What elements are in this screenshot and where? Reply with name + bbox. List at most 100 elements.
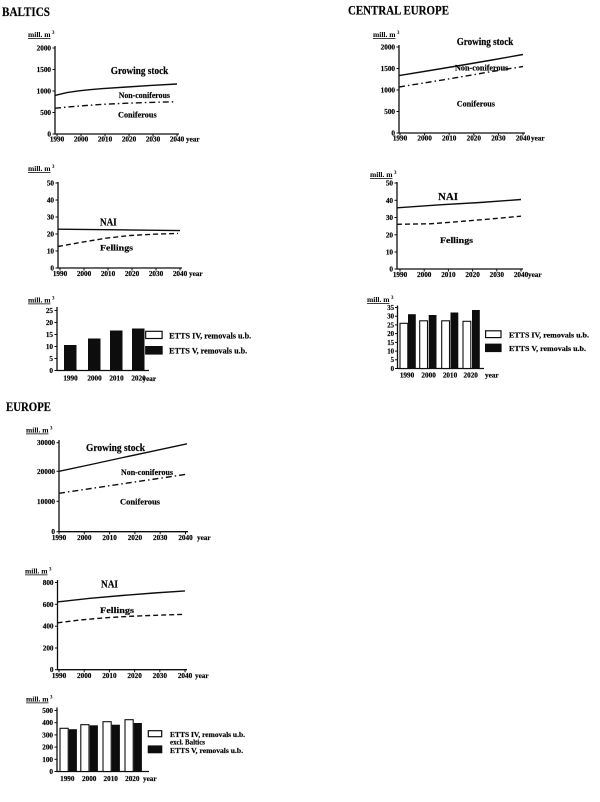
svg-text:2000: 2000 xyxy=(87,375,102,383)
svg-text:mill. m: mill. m xyxy=(367,295,390,304)
svg-text:mill. m: mill. m xyxy=(373,30,396,39)
svg-text:2020: 2020 xyxy=(128,534,143,542)
svg-text:0: 0 xyxy=(391,366,395,373)
svg-text:2040: 2040 xyxy=(514,271,529,279)
svg-text:10: 10 xyxy=(386,249,394,257)
svg-text:1990: 1990 xyxy=(60,775,75,783)
svg-text:40: 40 xyxy=(386,197,394,205)
svg-text:year: year xyxy=(189,270,203,278)
svg-text:2010: 2010 xyxy=(442,135,457,143)
svg-text:0: 0 xyxy=(391,130,395,138)
svg-text:2000: 2000 xyxy=(381,44,396,52)
svg-text:500: 500 xyxy=(40,109,51,117)
svg-text:15: 15 xyxy=(387,340,394,347)
svg-text:1990: 1990 xyxy=(393,271,408,279)
svg-text:10: 10 xyxy=(46,343,54,351)
svg-text:2020: 2020 xyxy=(125,270,140,278)
svg-text:0: 0 xyxy=(51,528,55,536)
svg-text:Coniferous: Coniferous xyxy=(120,497,161,507)
svg-text:mill. m: mill. m xyxy=(28,30,51,39)
svg-text:2040: 2040 xyxy=(516,135,531,143)
svg-text:30: 30 xyxy=(387,314,394,321)
svg-text:Fellings: Fellings xyxy=(440,235,474,245)
svg-text:500: 500 xyxy=(384,108,395,116)
svg-text:2000: 2000 xyxy=(37,45,52,53)
svg-text:Growing stock: Growing stock xyxy=(86,443,145,454)
svg-text:5: 5 xyxy=(49,355,53,363)
svg-text:Growing stock: Growing stock xyxy=(111,66,169,77)
svg-text:0: 0 xyxy=(49,367,53,375)
svg-text:20: 20 xyxy=(47,231,55,239)
svg-text:600: 600 xyxy=(43,601,54,609)
svg-text:0: 0 xyxy=(389,266,393,274)
svg-text:mill. m: mill. m xyxy=(26,695,49,704)
svg-text:2020: 2020 xyxy=(464,372,479,380)
svg-text:NAI: NAI xyxy=(101,580,118,591)
svg-text:mill. m: mill. m xyxy=(26,426,49,435)
svg-text:1500: 1500 xyxy=(381,65,396,73)
svg-text:300: 300 xyxy=(42,731,53,739)
svg-text:2020: 2020 xyxy=(127,672,142,680)
svg-text:CENTRAL EUROPE: CENTRAL EUROPE xyxy=(348,4,449,18)
svg-text:25: 25 xyxy=(387,322,394,329)
svg-text:2010: 2010 xyxy=(102,672,117,680)
svg-text:year: year xyxy=(195,672,209,680)
svg-text:1500: 1500 xyxy=(37,66,52,74)
svg-text:100: 100 xyxy=(42,756,53,764)
svg-text:40: 40 xyxy=(47,197,55,205)
svg-text:3: 3 xyxy=(391,295,394,301)
svg-text:EUROPE: EUROPE xyxy=(6,400,51,414)
svg-text:50: 50 xyxy=(47,180,55,188)
svg-text:2010: 2010 xyxy=(109,375,124,383)
svg-text:0: 0 xyxy=(49,768,53,776)
svg-text:2030: 2030 xyxy=(146,136,161,144)
svg-text:Growing stock: Growing stock xyxy=(457,37,514,48)
svg-text:30: 30 xyxy=(47,214,55,222)
svg-text:Non-coniferous: Non-coniferous xyxy=(455,64,508,73)
svg-text:1000: 1000 xyxy=(381,87,396,95)
svg-text:1000: 1000 xyxy=(37,88,52,96)
svg-text:30: 30 xyxy=(386,214,394,222)
svg-text:2000: 2000 xyxy=(77,270,92,278)
svg-text:5: 5 xyxy=(391,357,395,364)
svg-text:1990: 1990 xyxy=(53,270,68,278)
svg-text:year: year xyxy=(197,534,211,542)
svg-text:BALTICS: BALTICS xyxy=(2,5,50,19)
svg-text:2010: 2010 xyxy=(98,136,113,144)
svg-text:2030: 2030 xyxy=(149,270,164,278)
svg-text:2010: 2010 xyxy=(102,534,117,542)
svg-text:ETTS V, removals u.b.: ETTS V, removals u.b. xyxy=(509,344,586,353)
svg-text:400: 400 xyxy=(43,623,54,631)
svg-text:3: 3 xyxy=(397,30,400,36)
svg-text:mill. m: mill. m xyxy=(28,164,51,173)
svg-text:year: year xyxy=(528,271,542,279)
svg-text:15: 15 xyxy=(46,331,54,339)
svg-text:2000: 2000 xyxy=(77,534,92,542)
svg-text:2020: 2020 xyxy=(465,271,480,279)
svg-text:1990: 1990 xyxy=(52,534,67,542)
svg-text:2020: 2020 xyxy=(467,135,482,143)
svg-text:3: 3 xyxy=(394,170,397,176)
svg-text:Coniferous: Coniferous xyxy=(118,110,157,120)
svg-text:35: 35 xyxy=(387,305,394,312)
svg-text:3: 3 xyxy=(50,425,53,431)
svg-text:ETTS IV, removals u.b.: ETTS IV, removals u.b. xyxy=(170,731,245,739)
svg-text:2030: 2030 xyxy=(153,534,168,542)
svg-text:mill. m: mill. m xyxy=(28,296,51,305)
svg-text:10: 10 xyxy=(47,248,55,256)
svg-text:year: year xyxy=(186,136,200,144)
svg-text:200: 200 xyxy=(43,645,54,653)
svg-text:2010: 2010 xyxy=(443,372,458,380)
svg-text:1990: 1990 xyxy=(52,672,67,680)
svg-text:mill. m: mill. m xyxy=(370,170,393,179)
svg-text:year: year xyxy=(531,135,545,143)
svg-text:800: 800 xyxy=(43,579,54,587)
svg-text:2040: 2040 xyxy=(173,270,188,278)
svg-text:NAI: NAI xyxy=(438,192,458,203)
svg-text:10000: 10000 xyxy=(37,498,55,506)
svg-text:2000: 2000 xyxy=(77,672,92,680)
svg-text:0: 0 xyxy=(50,265,54,273)
svg-text:year: year xyxy=(143,375,157,383)
svg-text:2010: 2010 xyxy=(104,775,119,783)
svg-text:3: 3 xyxy=(52,295,55,301)
